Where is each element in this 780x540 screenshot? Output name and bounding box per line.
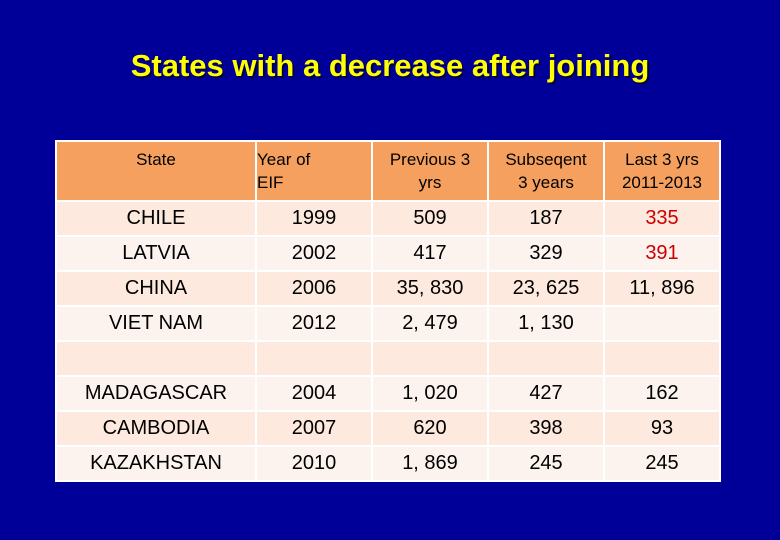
cell-last: 93 xyxy=(603,410,721,447)
cell-last xyxy=(603,305,721,342)
table-row: CHILE 1999 509 187 335 xyxy=(55,200,721,237)
cell-subsequent: 23, 625 xyxy=(487,270,605,307)
cell-eif: 1999 xyxy=(255,200,373,237)
header-row: State Year of EIF Previous 3 yrs Subseqent… xyxy=(55,140,721,202)
header-last-3-yrs: Last 3 yrs 2011-2013 xyxy=(603,140,721,202)
cell-previous xyxy=(371,340,489,377)
header-previous-3-yrs: Previous 3 yrs xyxy=(371,140,489,202)
cell-subsequent: 1, 130 xyxy=(487,305,605,342)
table-row: LATVIA 2002 417 329 391 xyxy=(55,235,721,272)
table-row: CHINA 2006 35, 830 23, 625 11, 896 xyxy=(55,270,721,307)
cell-state: CHINA xyxy=(55,270,257,307)
cell-previous: 2, 479 xyxy=(371,305,489,342)
cell-last: 335 xyxy=(603,200,721,237)
cell-previous: 417 xyxy=(371,235,489,272)
cell-state: KAZAKHSTAN xyxy=(55,445,257,482)
cell-subsequent: 398 xyxy=(487,410,605,447)
cell-previous: 1, 020 xyxy=(371,375,489,412)
cell-previous: 620 xyxy=(371,410,489,447)
cell-previous: 1, 869 xyxy=(371,445,489,482)
cell-state: MADAGASCAR xyxy=(55,375,257,412)
table-row: VIET NAM 2012 2, 479 1, 130 xyxy=(55,305,721,342)
cell-subsequent: 427 xyxy=(487,375,605,412)
cell-state: VIET NAM xyxy=(55,305,257,342)
cell-eif: 2002 xyxy=(255,235,373,272)
slide-title: States with a decrease after joining xyxy=(130,48,650,83)
cell-subsequent: 187 xyxy=(487,200,605,237)
cell-last xyxy=(603,340,721,377)
cell-last: 162 xyxy=(603,375,721,412)
table-row: MADAGASCAR 2004 1, 020 427 162 xyxy=(55,375,721,412)
cell-previous: 509 xyxy=(371,200,489,237)
cell-eif: 2006 xyxy=(255,270,373,307)
cell-last: 391 xyxy=(603,235,721,272)
cell-eif: 2007 xyxy=(255,410,373,447)
cell-eif: 2012 xyxy=(255,305,373,342)
cell-previous: 35, 830 xyxy=(371,270,489,307)
cell-subsequent: 329 xyxy=(487,235,605,272)
header-subsequent-3-years: Subseqent 3 years xyxy=(487,140,605,202)
cell-eif xyxy=(255,340,373,377)
table-row-spacer xyxy=(55,340,721,377)
cell-last: 11, 896 xyxy=(603,270,721,307)
cell-state: CAMBODIA xyxy=(55,410,257,447)
header-year-of-eif: Year of EIF xyxy=(255,140,373,202)
cell-subsequent: 245 xyxy=(487,445,605,482)
states-table: State Year of EIF Previous 3 yrs Subseqent… xyxy=(55,140,721,482)
cell-eif: 2010 xyxy=(255,445,373,482)
cell-last: 245 xyxy=(603,445,721,482)
cell-state xyxy=(55,340,257,377)
header-state: State xyxy=(55,140,257,202)
cell-state: CHILE xyxy=(55,200,257,237)
table-row: KAZAKHSTAN 2010 1, 869 245 245 xyxy=(55,445,721,482)
cell-subsequent xyxy=(487,340,605,377)
cell-state: LATVIA xyxy=(55,235,257,272)
cell-eif: 2004 xyxy=(255,375,373,412)
table-row: CAMBODIA 2007 620 398 93 xyxy=(55,410,721,447)
